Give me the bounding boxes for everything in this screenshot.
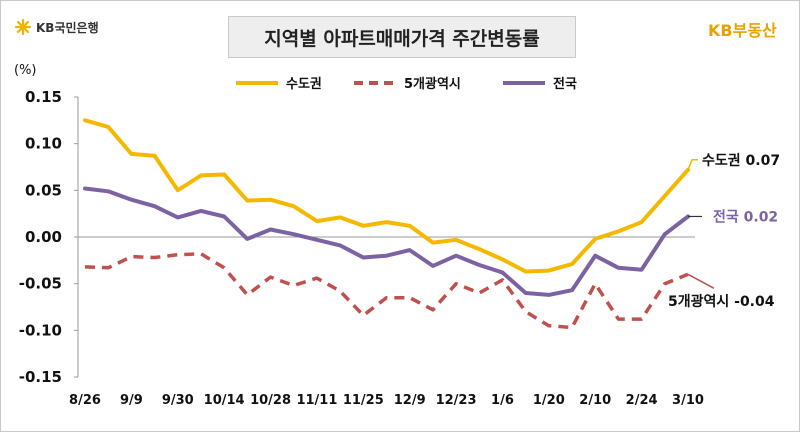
x-axis: 8/26 9/9 9/30 10/14 10/28 11/11 11/25 12/9 12/23… [69,236,704,408]
annotation-metro: 5개광역시 -0.04 [668,293,775,310]
x-tick-label: 8/26 [69,393,101,408]
x-tick-label: 10/14 [204,393,245,408]
x-tick-label: 2/10 [579,393,611,408]
y-axis: 0.15 0.10 0.05 0.00 -0.05 -0.10 -0.15 [19,88,79,386]
legend-label-0: 수도권 [286,77,322,92]
series-line-1 [84,252,689,330]
x-tick-label: 11/11 [296,393,337,408]
y-tick-label: 0.15 [25,88,62,106]
x-tick-label: 2/24 [626,393,658,408]
x-tick-label: 9/9 [120,393,143,408]
y-tick-label: 0.00 [25,228,62,246]
y-tick-label: 0.10 [25,135,62,153]
x-tick-label: 10/28 [250,393,291,408]
annotations: 수도권 0.07 전국 0.02 5개광역시 -0.04 [668,153,780,310]
bank-logo-text: KB국민은행 [36,20,99,35]
title-box: 지역별 아파트매매가격 주간변동률 [228,16,576,58]
x-tick-label: 1/6 [491,393,514,408]
y-tick-label: -0.15 [19,368,62,386]
x-tick-label: 12/9 [394,393,426,408]
legend-label-2: 전국 [553,76,577,92]
legend-label-1: 5개광역시 [404,76,461,92]
series-layer [83,118,690,330]
annotation-leader-0 [687,159,698,171]
brand-logo: KB부동산 [708,21,777,40]
annotation-national: 전국 0.02 [713,208,778,225]
y-unit-label: (%) [14,63,37,78]
x-tick-label: 11/25 [343,393,384,408]
x-tick-label: 1/20 [533,393,565,408]
x-tick-label: 12/23 [436,393,477,408]
series-line-0 [83,118,690,274]
chart-title: 지역별 아파트매매가격 주간변동률 [264,27,540,50]
x-tick-label: 3/10 [672,393,704,408]
bank-logo: KB국민은행 [14,18,99,36]
series-line-2 [83,186,690,297]
annotation-capital: 수도권 0.07 [702,153,780,169]
legend: 수도권 5개광역시 전국 [236,76,577,92]
annotation-leader-2 [687,273,715,289]
star-icon [14,18,32,36]
y-tick-label: -0.05 [19,275,62,293]
x-tick-label: 9/30 [162,393,194,408]
y-tick-label: 0.05 [25,181,62,199]
y-tick-label: -0.10 [19,321,62,339]
